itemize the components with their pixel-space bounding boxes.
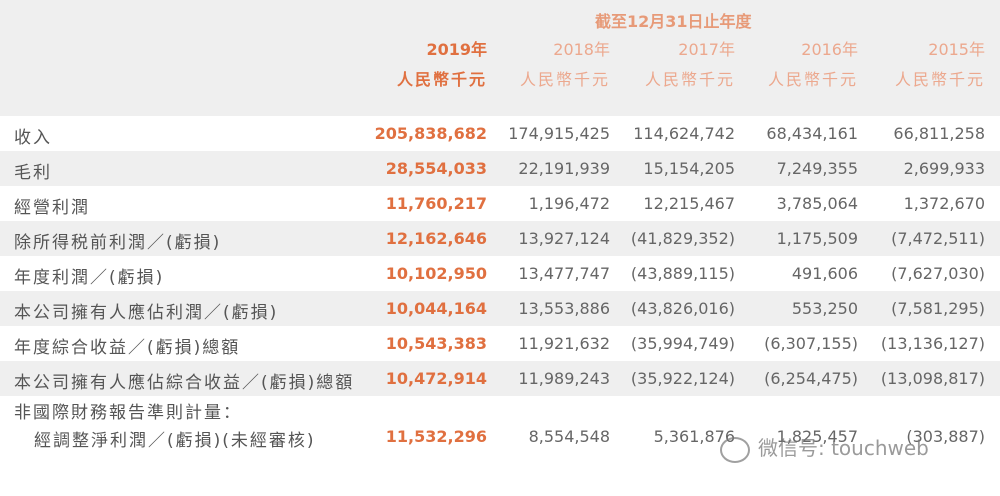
cell-value: (35,994,749) [630,334,735,353]
cell-value: 15,154,205 [643,159,735,178]
row-label: 年度綜合收益／(虧損)總額 [14,338,241,358]
row-label: 經營利潤 [14,198,90,218]
cell-value: (303,887) [906,427,985,446]
cell-value: 205,838,682 [374,124,487,143]
column-year: 2016年 [801,40,858,59]
cell-value: 174,915,425 [508,124,610,143]
cell-value: 2,699,933 [903,159,985,178]
watermark: 微信号: touchweb [720,432,929,463]
cell-value: (7,627,030) [891,264,985,283]
column-unit: 人民幣千元 [767,70,858,89]
cell-value: 7,249,355 [776,159,858,178]
row-band [0,151,1000,186]
cell-value: 3,785,064 [776,194,858,213]
cell-value: (43,889,115) [630,264,735,283]
cell-value: 10,044,164 [385,299,487,318]
cell-value: 11,989,243 [518,369,610,388]
column-unit: 人民幣千元 [894,70,985,89]
column-unit: 人民幣千元 [396,70,487,89]
cell-value: (6,307,155) [764,334,858,353]
column-year: 2015年 [928,40,985,59]
cell-value: (41,829,352) [630,229,735,248]
row-label: 本公司擁有人應佔綜合收益／(虧損)總額 [14,373,355,393]
cell-value: 13,927,124 [518,229,610,248]
cell-value: 11,760,217 [385,194,487,213]
cell-value: (13,098,817) [880,369,985,388]
cell-value: 1,196,472 [528,194,610,213]
column-unit: 人民幣千元 [519,70,610,89]
cell-value: 22,191,939 [518,159,610,178]
cell-value: 8,554,548 [528,427,610,446]
cell-value: (35,922,124) [630,369,735,388]
cell-value: 11,921,632 [518,334,610,353]
cell-value: (43,826,016) [630,299,735,318]
cell-value: (13,136,127) [880,334,985,353]
cell-value: 1,372,670 [903,194,985,213]
cell-value: 12,162,646 [385,229,487,248]
row-label: 除所得税前利潤／(虧損) [14,233,222,253]
row-band [0,291,1000,326]
row-label: 毛利 [14,163,52,183]
cell-value: 66,811,258 [893,124,985,143]
row-label: 本公司擁有人應佔利潤／(虧損) [14,303,279,323]
cell-value: 1,825,457 [776,427,858,446]
column-year: 2018年 [553,40,610,59]
cell-value: 68,434,161 [766,124,858,143]
cell-value: (7,581,295) [891,299,985,318]
header-band [0,0,1000,116]
cell-value: 10,102,950 [385,264,487,283]
cell-value: 553,250 [791,299,858,318]
cell-value: 114,624,742 [633,124,735,143]
cell-value: (6,254,475) [764,369,858,388]
cell-value: 13,553,886 [518,299,610,318]
cell-value: 1,175,509 [776,229,858,248]
row-label: 經調整淨利潤／(虧損)(未經審核) [34,431,316,451]
cell-value: 10,472,914 [385,369,487,388]
row-label: 年度利潤／(虧損) [14,268,165,288]
section-label: 非國際財務報告準則計量： [14,403,242,423]
row-label: 收入 [14,128,52,148]
cell-value: 11,532,296 [385,427,487,446]
row-band [0,221,1000,256]
cell-value: 5,361,876 [653,427,735,446]
cell-value: 28,554,033 [385,159,487,178]
cell-value: 491,606 [791,264,858,283]
header-title: 截至12月31日止年度 [595,12,752,31]
cell-value: 12,215,467 [643,194,735,213]
cell-value: 13,477,747 [518,264,610,283]
column-year: 2019年 [426,40,487,59]
row-band [0,361,1000,396]
column-year: 2017年 [678,40,735,59]
cell-value: (7,472,511) [891,229,985,248]
watermark-text: 微信号: touchweb [758,436,929,460]
column-unit: 人民幣千元 [644,70,735,89]
cell-value: 10,543,383 [385,334,487,353]
